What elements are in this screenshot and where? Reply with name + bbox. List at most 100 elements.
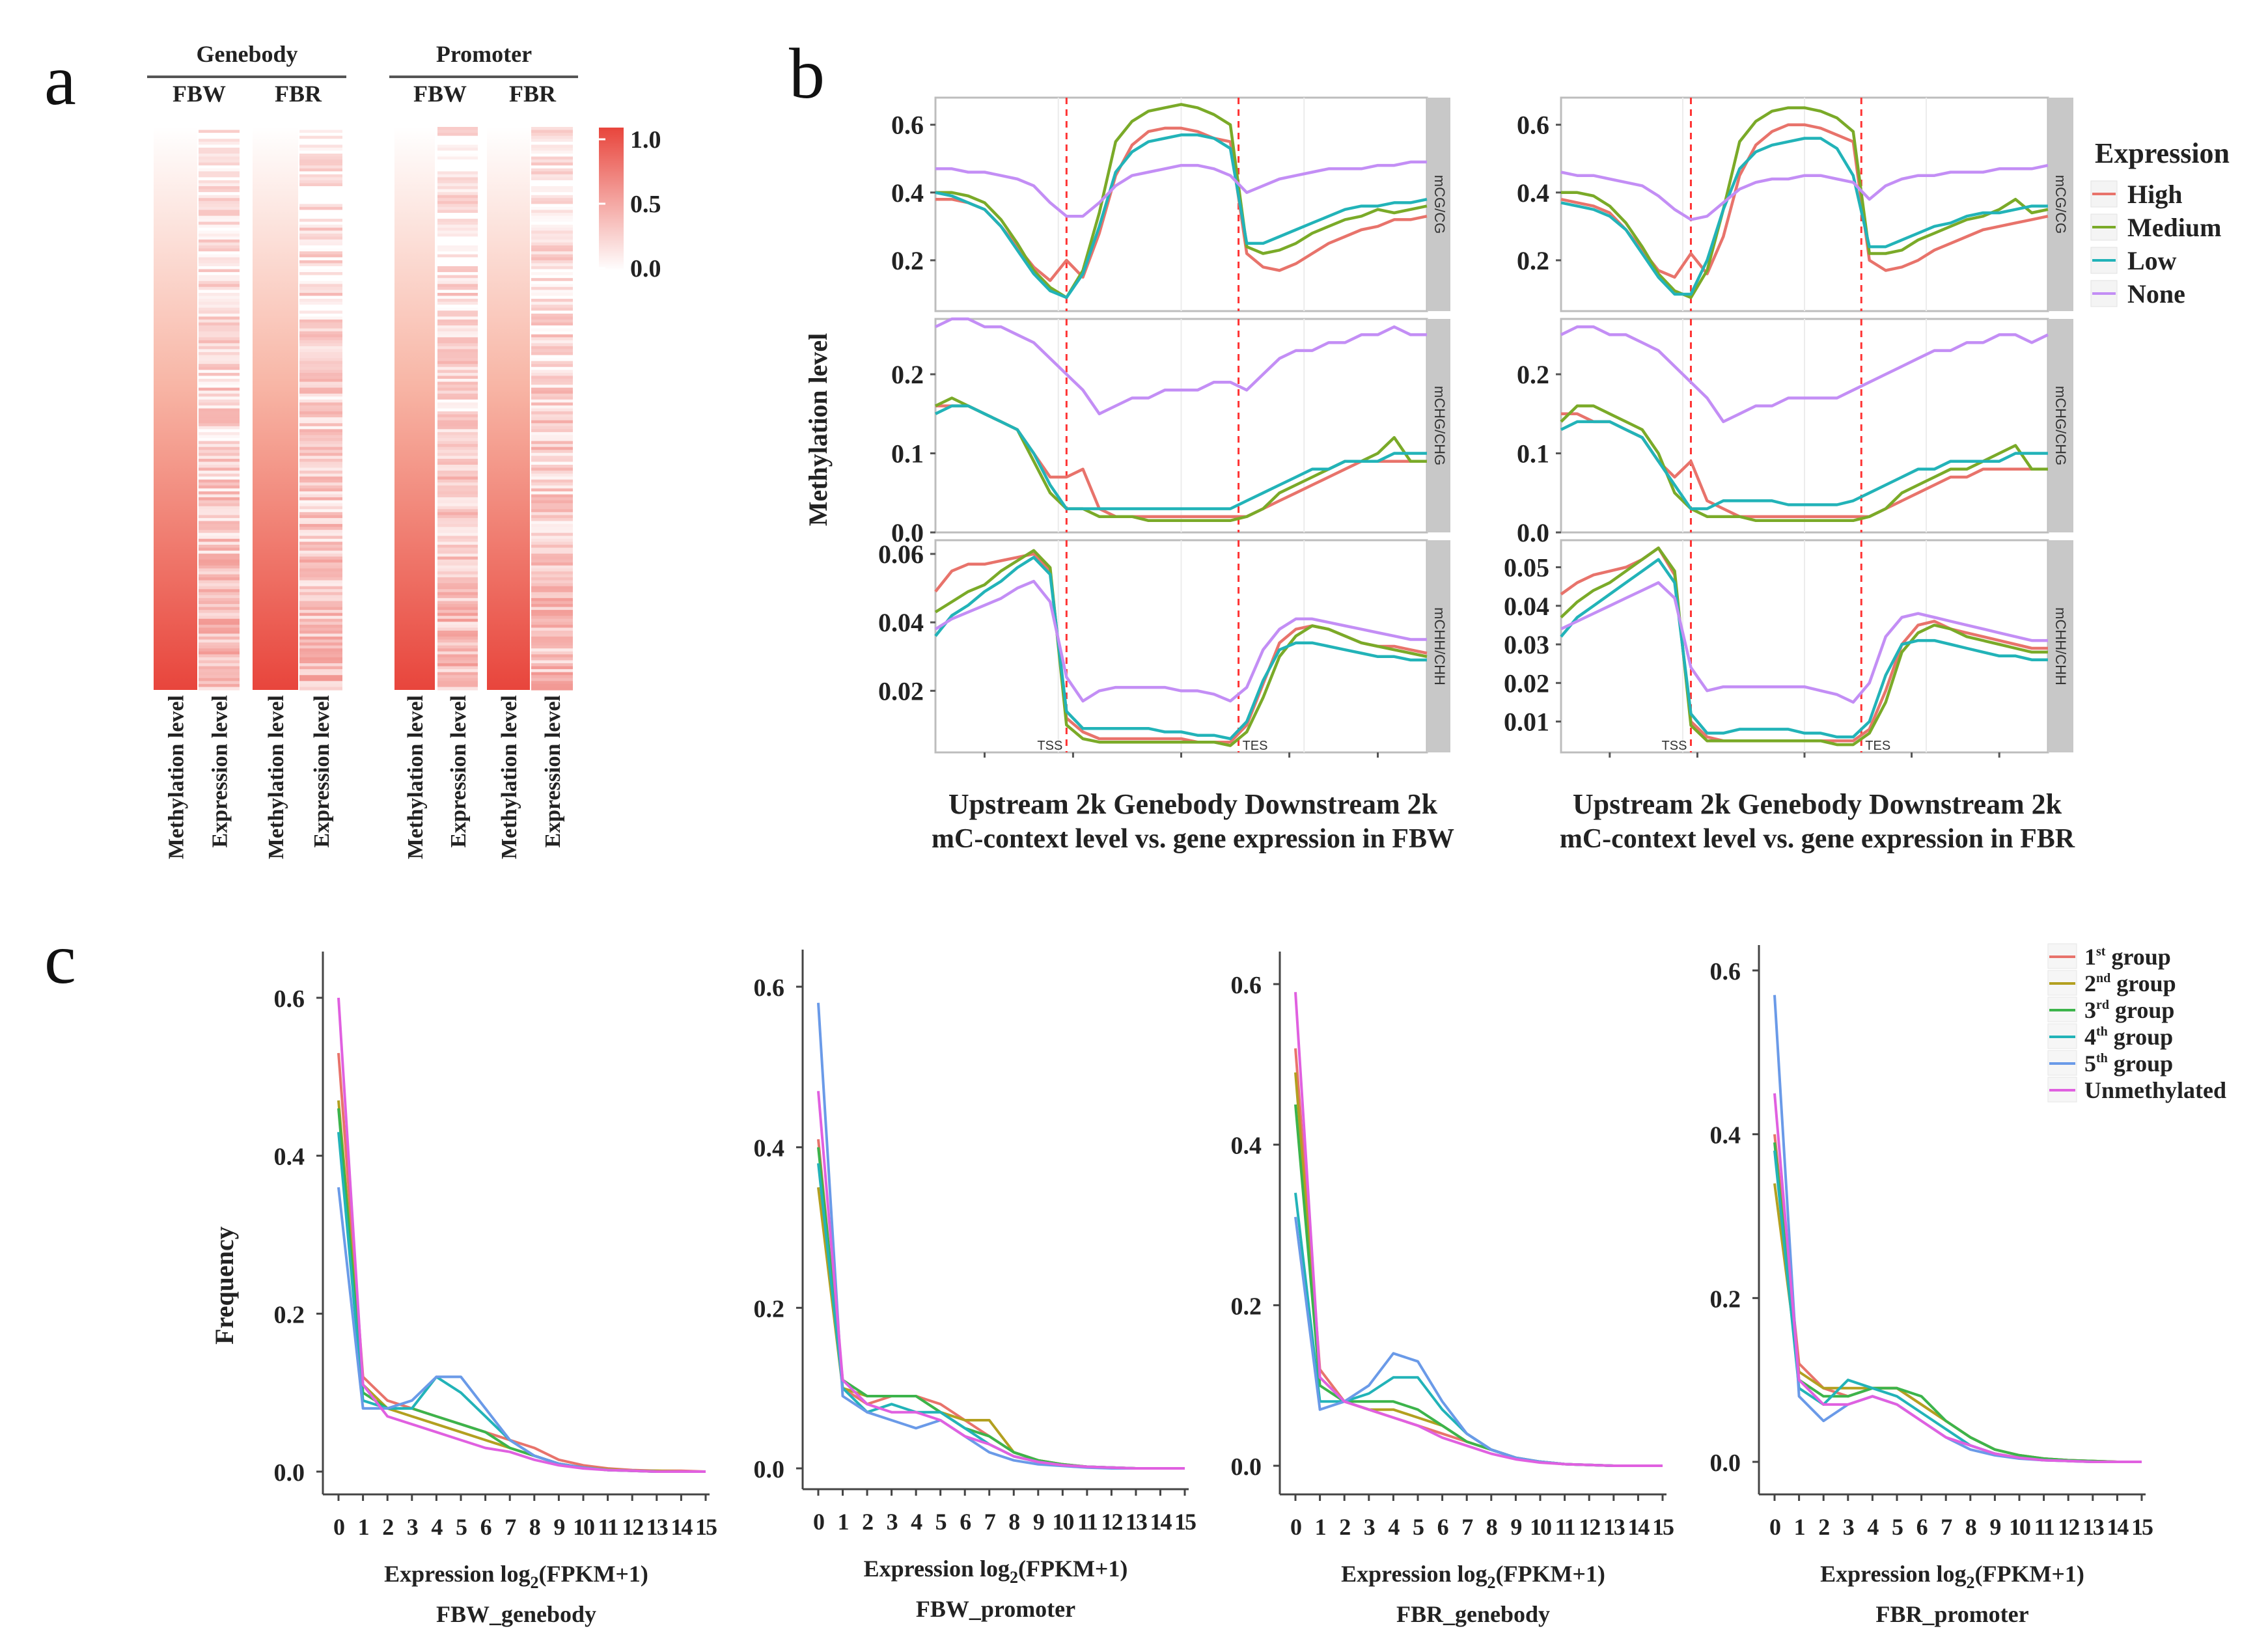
heatmap-cell xyxy=(531,381,573,385)
heatmap-cell xyxy=(437,385,478,389)
heatmap-cell xyxy=(531,452,573,456)
heatmap-cell xyxy=(437,305,478,309)
heatmap-cell xyxy=(531,660,573,664)
heatmap-cell xyxy=(531,130,573,133)
heatmap-cell xyxy=(299,186,342,190)
heatmap-cell xyxy=(299,180,342,184)
heatmap-cell xyxy=(299,687,342,691)
heatmap-cell xyxy=(437,589,478,593)
heatmap-cell xyxy=(299,521,342,525)
heatmap-cell xyxy=(199,192,240,196)
heatmap-cell xyxy=(437,219,478,223)
x-axis-label: Expression log2(FPKM+1) xyxy=(1820,1561,2084,1592)
heatmap-cell xyxy=(437,198,478,202)
heatmap-cell xyxy=(299,681,342,685)
heatmap-cell xyxy=(299,630,342,635)
series-line xyxy=(1294,1072,1663,1467)
heatmap-cell xyxy=(299,213,342,217)
heatmap-cell xyxy=(299,465,342,469)
heatmap-cell xyxy=(437,414,478,418)
heatmap-cell xyxy=(299,616,342,620)
heatmap-cell xyxy=(531,657,573,661)
heatmap-cell xyxy=(199,399,240,403)
heatmap-cell xyxy=(299,583,342,587)
series-line-high xyxy=(935,126,1428,282)
heatmap-cell xyxy=(299,307,342,311)
heatmap-cell xyxy=(531,242,573,246)
heatmap-cell xyxy=(199,583,240,587)
heatmap-cell xyxy=(299,393,342,397)
heatmap-cell xyxy=(437,340,478,344)
heatmap-cell xyxy=(299,461,342,465)
heatmap-cell xyxy=(531,473,573,477)
heatmap-cell xyxy=(199,310,240,314)
heatmap-cell xyxy=(437,432,478,436)
heatmap-cell xyxy=(299,491,342,495)
heatmap-cell xyxy=(299,242,342,246)
heatmap-cell xyxy=(531,346,573,350)
heatmap-column-label: Methylation level xyxy=(497,695,521,859)
heatmap-cell xyxy=(437,408,478,412)
heatmap-cell xyxy=(437,509,478,513)
x-tick-label: 2 xyxy=(862,1509,873,1535)
heatmap-cell xyxy=(531,230,573,234)
heatmap-cell xyxy=(299,446,342,450)
heatmap-expression-column xyxy=(299,127,342,691)
heatmap-cell xyxy=(531,515,573,519)
heatmap-cell xyxy=(437,527,478,530)
heatmap-cell xyxy=(437,580,478,584)
heatmap-cell xyxy=(531,512,573,515)
y-tick-label: 0.02 xyxy=(878,676,924,706)
heatmap-cell xyxy=(299,597,342,602)
heatmap-cell xyxy=(437,370,478,374)
x-tick-label: 12 xyxy=(1101,1509,1122,1535)
heatmap-cell xyxy=(437,286,478,290)
heatmap-expression-column xyxy=(199,127,240,691)
heatmap-cell xyxy=(437,266,478,270)
heatmap-cell xyxy=(531,471,573,474)
heatmap-cell xyxy=(531,257,573,261)
legend-label-sup: nd xyxy=(2096,971,2110,985)
heatmap-cell xyxy=(299,165,342,169)
heatmap-cell xyxy=(299,435,342,439)
heatmap-cell xyxy=(199,376,240,379)
heatmap-cell xyxy=(437,130,478,133)
heatmap-cell xyxy=(437,171,478,175)
heatmap-cell xyxy=(531,458,573,463)
heatmap-cell xyxy=(437,295,478,299)
heatmap-cell xyxy=(531,544,573,549)
heatmap-cell xyxy=(437,532,478,536)
heatmap-cell xyxy=(299,189,342,193)
heatmap-cell xyxy=(299,574,342,578)
heatmap-cell xyxy=(437,162,478,166)
heatmap-cell xyxy=(199,171,240,175)
heatmap-cell xyxy=(437,574,478,578)
heatmap-cell xyxy=(199,624,240,628)
heatmap-cell xyxy=(299,328,342,332)
heatmap-cell xyxy=(199,456,240,460)
heatmap-cell xyxy=(531,361,573,364)
heatmap-cell xyxy=(199,364,240,368)
heatmap-cell xyxy=(299,266,342,270)
heatmap-cell xyxy=(299,310,342,314)
heatmap-cell xyxy=(299,654,342,658)
heatmap-cell xyxy=(531,574,573,578)
legend-label-base: 4 xyxy=(2084,1024,2096,1050)
heatmap-cell xyxy=(299,162,342,166)
heatmap-cell xyxy=(437,260,478,264)
heatmap-methylation-column xyxy=(487,127,530,690)
legend-label-tail: group xyxy=(2108,1051,2173,1077)
heatmap-cell xyxy=(199,174,240,178)
heatmap-cell xyxy=(437,601,478,605)
heatmap-cell xyxy=(199,301,240,305)
heatmap-cell xyxy=(437,681,478,685)
heatmap-cell xyxy=(299,639,342,643)
heatmap-cell xyxy=(437,236,478,240)
heatmap-cell xyxy=(199,637,240,640)
x-tick-label: 2 xyxy=(1818,1514,1829,1540)
heatmap-cell xyxy=(531,402,573,406)
heatmap-cell xyxy=(199,236,240,240)
facet-mCHH/CHH: mCHH/CHH 0.02 0.04 0.06 xyxy=(878,539,1450,754)
heatmap-cell xyxy=(299,556,342,560)
heatmap-cell xyxy=(299,355,342,359)
